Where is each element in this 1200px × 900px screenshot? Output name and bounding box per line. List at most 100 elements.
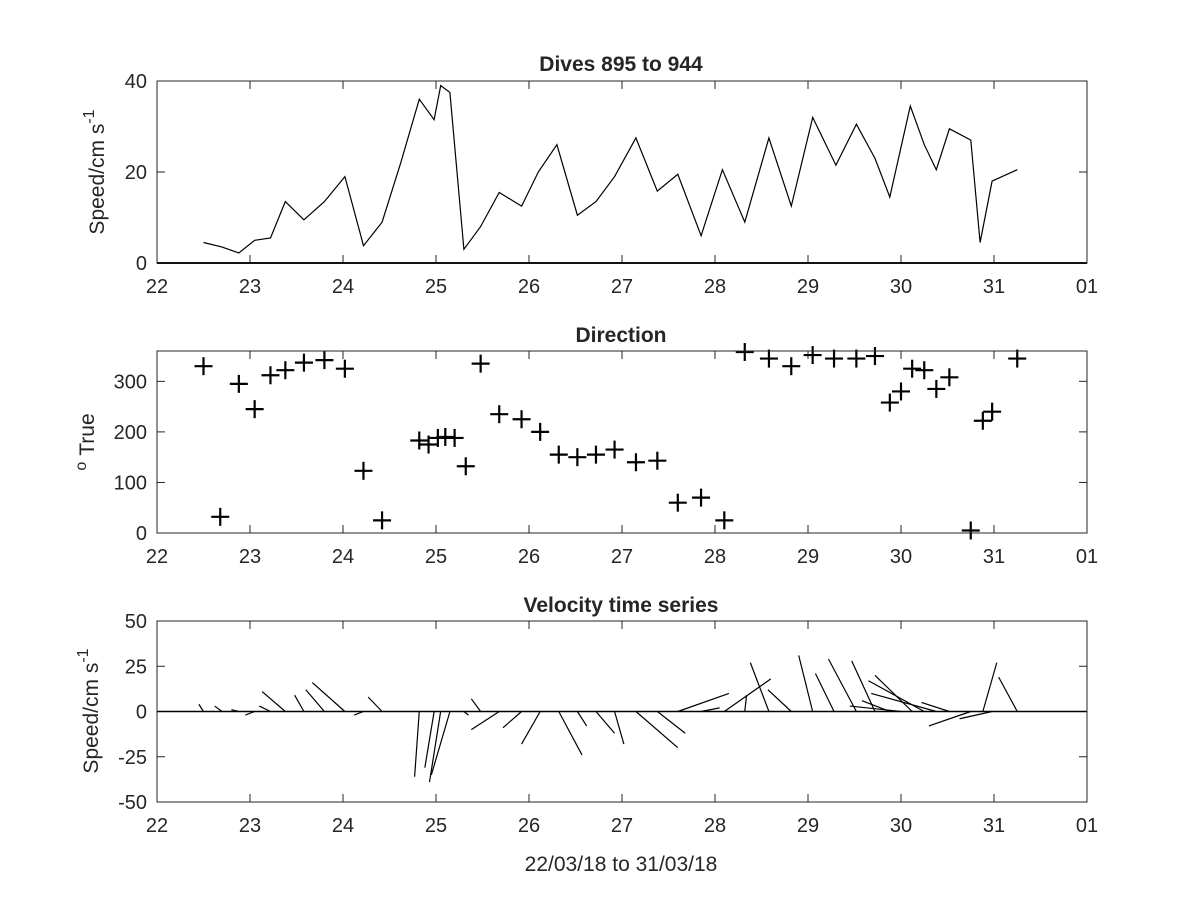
svg-text:oTrue: o True	[73, 413, 99, 470]
velocity-vector	[868, 680, 925, 713]
velocity-y-tick-label: -25	[118, 747, 147, 769]
velocity-vector	[502, 711, 522, 729]
direction-chart-title: Direction	[575, 324, 666, 347]
svg-text:Speed/cm s-1: Speed/cm s-1	[81, 109, 109, 234]
direction-point	[512, 410, 531, 429]
velocity-y-tick-label: 0	[136, 702, 147, 724]
direction-point	[903, 359, 922, 378]
direction-point	[927, 379, 946, 398]
direction-x-tick-label: 31	[983, 546, 1005, 568]
direction-point	[1008, 349, 1027, 368]
direction-x-tick-label: 01	[1076, 546, 1098, 568]
velocity-vector	[871, 692, 937, 713]
direction-point	[568, 448, 587, 467]
direction-point	[419, 435, 438, 454]
velocity-vector	[558, 711, 583, 756]
speed-x-tick-label: 26	[518, 276, 540, 298]
direction-point	[445, 428, 464, 447]
direction-point	[471, 354, 490, 373]
direction-point	[549, 445, 568, 464]
velocity-vector	[677, 692, 730, 713]
direction-point	[211, 507, 230, 526]
speed-y-tick-label: 20	[125, 162, 147, 184]
velocity-x-tick-label: 28	[704, 815, 726, 837]
velocity-y-tick-label: 50	[125, 611, 147, 633]
direction-y-axis-label: o True	[73, 413, 99, 470]
speed-panel: Dives 895 to 944 22 23 24 25 26 27 28 29 30 31 01 …	[81, 53, 1098, 298]
direction-point	[294, 353, 313, 372]
velocity-y-axis-label: Speed/cm s-1	[75, 648, 103, 773]
velocity-vector	[700, 707, 720, 713]
velocity-plot-content	[156, 620, 1088, 803]
direction-point	[940, 368, 959, 387]
speed-x-tick-label: 01	[1076, 276, 1098, 298]
speed-chart-title: Dives 895 to 944	[539, 53, 703, 76]
direction-point	[490, 405, 509, 424]
velocity-vector	[428, 711, 442, 783]
direction-point	[229, 374, 248, 393]
direction-plot-content	[156, 343, 1088, 540]
velocity-vector	[635, 711, 679, 749]
velocity-vector	[294, 694, 305, 712]
direction-point	[626, 453, 645, 472]
velocity-vector	[521, 711, 541, 745]
velocity-vector	[921, 701, 950, 713]
velocity-vector	[827, 658, 857, 712]
speed-y-axis-label-text: Speed/cm s	[86, 124, 109, 235]
direction-x-tick-label: 28	[704, 546, 726, 568]
velocity-y-tick-labels: -50 -25 0 25 50	[118, 611, 147, 814]
velocity-vector	[214, 705, 223, 712]
direction-point	[668, 493, 687, 512]
direction-point	[782, 357, 801, 376]
direction-point	[354, 461, 373, 480]
speed-axes-box	[156, 80, 1088, 264]
speed-x-tick-label: 31	[983, 276, 1005, 298]
velocity-vector	[471, 710, 500, 731]
direction-point	[825, 349, 844, 368]
velocity-vector	[595, 711, 616, 734]
velocity-x-tick-labels: 22 23 24 25 26 27 28 29 30 31 01	[146, 815, 1098, 837]
direction-point	[892, 382, 910, 401]
speed-x-tick-label: 24	[332, 276, 354, 298]
direction-point	[315, 351, 334, 370]
speed-series-line	[203, 84, 1018, 254]
direction-x-tick-label: 23	[239, 546, 261, 568]
direction-point	[735, 343, 754, 362]
velocity-vector	[723, 678, 772, 712]
direction-y-tick-label: 0	[136, 523, 147, 545]
speed-y-axis-label: Speed/cm s-1	[81, 109, 109, 234]
speed-y-axis-label-exponent: -1	[81, 109, 98, 123]
velocity-vector	[656, 711, 686, 734]
velocity-vector	[767, 689, 792, 712]
direction-point	[973, 411, 992, 430]
direction-x-tick-label: 30	[890, 546, 912, 568]
velocity-y-axis-label-text: Speed/cm s	[80, 663, 103, 774]
velocity-x-tick-label: 22	[146, 815, 168, 837]
speed-x-tick-label: 28	[704, 276, 726, 298]
direction-point	[373, 511, 392, 530]
velocity-vector	[463, 711, 469, 716]
direction-x-tick-label: 25	[425, 546, 447, 568]
velocity-vector	[849, 705, 902, 713]
velocity-vector	[261, 691, 286, 712]
speed-x-tick-labels: 22 23 24 25 26 27 28 29 30 31 01	[146, 276, 1098, 298]
velocity-vector	[231, 709, 239, 713]
velocity-x-tick-label: 30	[890, 815, 912, 837]
velocity-x-tick-label: 25	[425, 815, 447, 837]
velocity-vector	[874, 674, 913, 712]
direction-point	[847, 349, 866, 368]
direction-x-tick-label: 29	[797, 546, 819, 568]
direction-x-tick-label: 26	[518, 546, 540, 568]
velocity-vector	[959, 710, 993, 720]
velocity-vector	[576, 711, 588, 727]
velocity-y-axis-label-exponent: -1	[75, 648, 92, 662]
direction-point	[531, 422, 550, 441]
direction-x-tick-labels: 22 23 24 25 26 27 28 29 30 31 01	[146, 546, 1098, 568]
speed-x-tick-label: 30	[890, 276, 912, 298]
speed-x-tick-label: 25	[425, 276, 447, 298]
speed-x-tick-label: 29	[797, 276, 819, 298]
velocity-x-tick-label: 01	[1076, 815, 1098, 837]
velocity-vector	[311, 682, 346, 712]
velocity-vector	[245, 710, 255, 716]
